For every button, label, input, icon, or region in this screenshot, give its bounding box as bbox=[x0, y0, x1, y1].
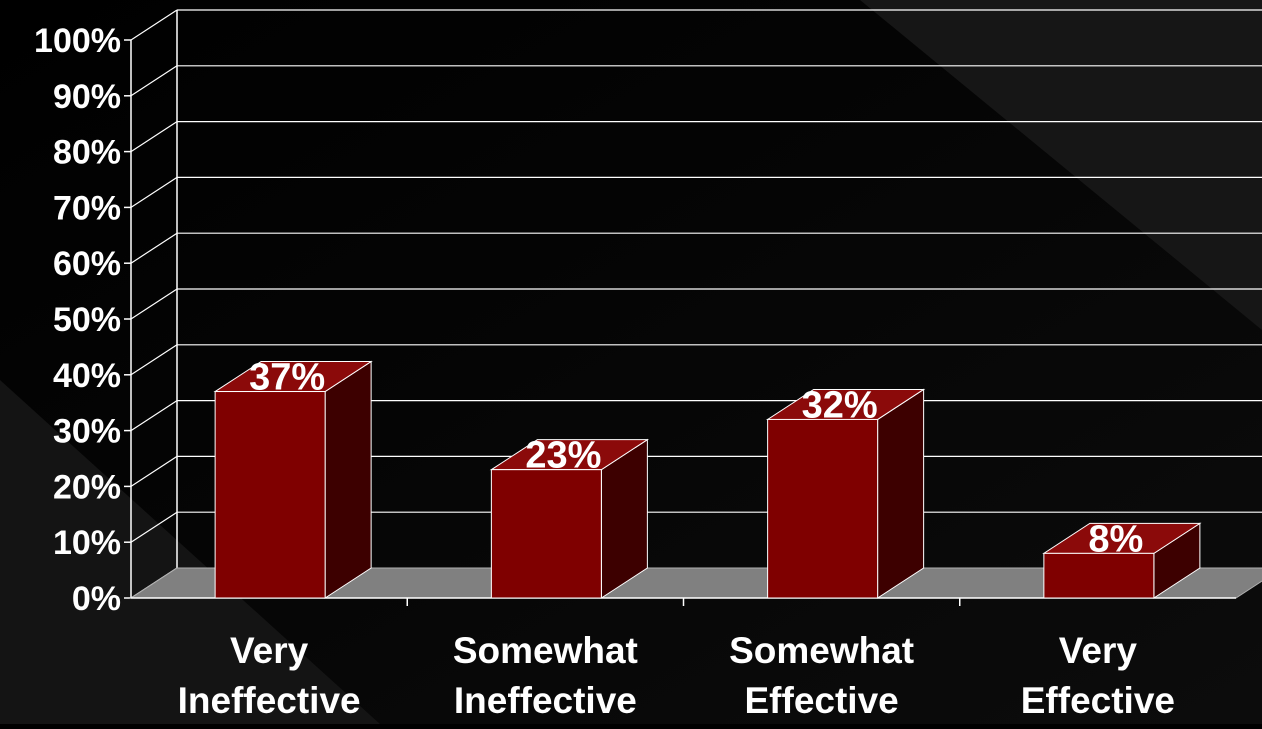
side-wall-gridline bbox=[130, 65, 178, 97]
bar-3 bbox=[765, 388, 926, 599]
y-tick-label: 20% bbox=[53, 468, 121, 506]
bar-4 bbox=[1042, 522, 1202, 599]
bar-side bbox=[324, 360, 372, 599]
bar-2 bbox=[489, 438, 650, 599]
x-category-label: Very Effective bbox=[1021, 630, 1175, 721]
side-wall-gridline bbox=[130, 232, 178, 264]
x-category-label-line: Ineffective bbox=[454, 680, 637, 721]
bar-front bbox=[214, 391, 326, 599]
background-diagonal-stripe-lower bbox=[0, 380, 380, 724]
x-category-label-line: Very bbox=[230, 630, 309, 671]
y-tick-label: 70% bbox=[53, 189, 121, 227]
side-wall-gridline bbox=[130, 455, 178, 487]
background-diagonal-stripe bbox=[860, 0, 1262, 330]
data-label: 37% bbox=[249, 357, 325, 399]
x-category-label: Somewhat Effective bbox=[729, 630, 914, 721]
data-label: 32% bbox=[802, 384, 878, 426]
x-category-label-line: Somewhat bbox=[729, 630, 914, 671]
x-category-label: Very Ineffective bbox=[178, 630, 361, 721]
y-tick-label: 80% bbox=[53, 134, 121, 172]
side-wall-gridline bbox=[130, 511, 178, 543]
x-category-label-line: Very bbox=[1059, 630, 1138, 671]
data-label: 23% bbox=[525, 435, 601, 477]
y-tick-label: 50% bbox=[53, 301, 121, 339]
x-category-label-line: Effective bbox=[745, 680, 899, 721]
x-category-label: Somewhat Ineffective bbox=[453, 630, 638, 721]
y-tick-label: 100% bbox=[34, 22, 121, 60]
side-wall-gridline bbox=[130, 344, 178, 376]
side-wall-gridline bbox=[130, 176, 178, 208]
bar-side bbox=[877, 388, 925, 599]
bar-1 bbox=[213, 360, 373, 599]
bar-front bbox=[490, 469, 602, 599]
bar-front bbox=[767, 418, 879, 599]
y-tick-label: 0% bbox=[72, 580, 121, 618]
side-wall-gridline bbox=[130, 121, 178, 153]
x-category-label-line: Somewhat bbox=[453, 630, 638, 671]
x-category-label-line: Ineffective bbox=[178, 680, 361, 721]
data-label: 8% bbox=[1088, 518, 1143, 560]
side-wall-gridline bbox=[130, 9, 178, 41]
y-tick-label: 90% bbox=[53, 78, 121, 116]
bar-front bbox=[1043, 552, 1155, 599]
y-tick-label: 40% bbox=[53, 357, 121, 395]
y-tick-label: 60% bbox=[53, 245, 121, 283]
side-wall-gridline bbox=[130, 400, 178, 432]
y-tick-label: 10% bbox=[53, 524, 121, 562]
x-category-label-line: Effective bbox=[1021, 680, 1175, 721]
side-wall-gridline bbox=[130, 288, 178, 320]
y-tick-label: 30% bbox=[53, 413, 121, 451]
